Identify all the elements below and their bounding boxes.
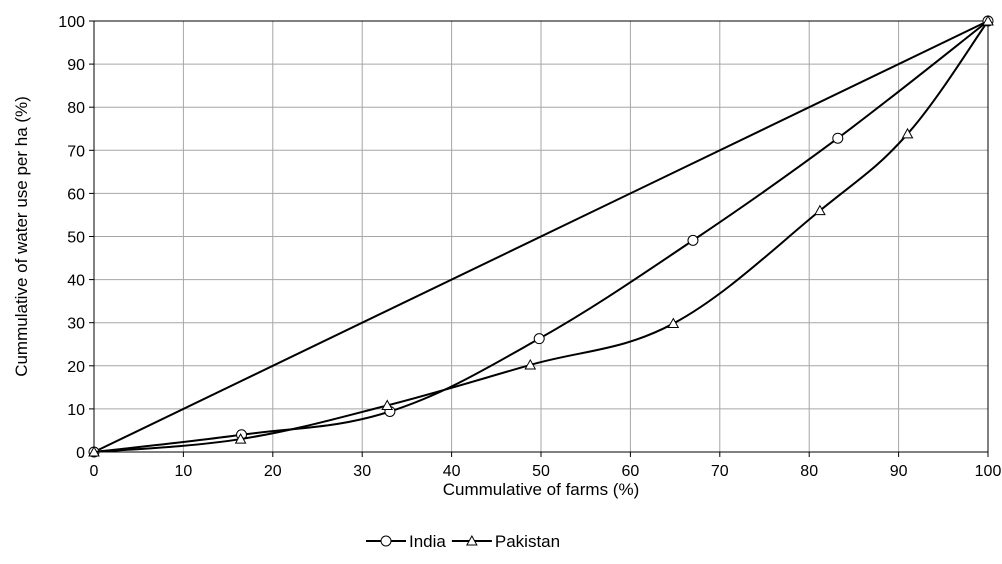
data-point xyxy=(533,333,545,345)
legend: India Pakistan xyxy=(366,532,560,551)
y-tick-label: 10 xyxy=(67,402,85,419)
data-point xyxy=(524,358,537,370)
series-line xyxy=(93,20,989,453)
x-tick-label: 30 xyxy=(353,463,371,480)
data-point xyxy=(814,204,826,216)
legend-marker xyxy=(466,534,478,546)
legend-label: India xyxy=(409,532,446,551)
x-tick-label: 70 xyxy=(711,463,729,480)
data-point xyxy=(667,317,680,329)
legend-label: Pakistan xyxy=(495,532,560,551)
legend-item-pakistan: Pakistan xyxy=(451,532,560,551)
data-point xyxy=(982,14,994,26)
y-tick-label: 70 xyxy=(67,143,85,160)
y-tick-label: 40 xyxy=(67,273,85,290)
y-tick-label: 50 xyxy=(67,230,85,247)
series-equality xyxy=(93,20,989,453)
x-axis-title: Cummulative of farms (%) xyxy=(443,480,639,499)
series-pakistan xyxy=(88,14,994,457)
y-axis-title: Cummulative of water use per ha (%) xyxy=(12,96,31,377)
series-line xyxy=(93,20,989,453)
data-point xyxy=(901,127,914,139)
y-tick-label: 20 xyxy=(67,359,85,376)
legend-marker xyxy=(380,535,392,547)
y-tick-label: 0 xyxy=(76,445,85,462)
x-tick-label: 0 xyxy=(90,463,99,480)
data-point xyxy=(687,234,699,246)
x-tick-label: 50 xyxy=(532,463,550,480)
x-tick-label: 60 xyxy=(622,463,640,480)
data-point xyxy=(381,399,394,410)
x-tick-label: 10 xyxy=(175,463,193,480)
series-layer xyxy=(88,14,994,458)
data-point xyxy=(832,132,844,144)
x-tick-label: 20 xyxy=(264,463,282,480)
data-point xyxy=(234,433,247,444)
y-tick-label: 80 xyxy=(67,100,85,117)
x-tick-label: 40 xyxy=(443,463,461,480)
y-tick-label: 30 xyxy=(67,316,85,333)
data-point xyxy=(88,445,100,457)
axis-ticks: 0 10 20 30 40 50 60 70 80 90 100 0 10 20 30 40 50 60 70 80 9… xyxy=(58,14,1001,480)
x-tick-label: 100 xyxy=(975,463,1002,480)
y-tick-label: 100 xyxy=(58,14,85,31)
x-tick-label: 80 xyxy=(800,463,818,480)
y-tick-label: 60 xyxy=(67,186,85,203)
legend-item-india: India xyxy=(366,532,446,551)
x-tick-label: 90 xyxy=(890,463,908,480)
y-tick-label: 90 xyxy=(67,57,85,74)
